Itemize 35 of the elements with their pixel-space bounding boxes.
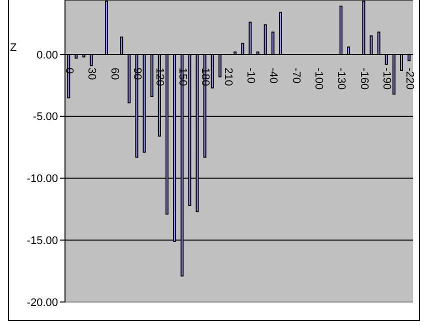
bar: [241, 42, 244, 55]
bar: [210, 54, 214, 88]
y-tick-label: -5.00: [32, 111, 58, 124]
bar: [339, 6, 342, 55]
bar: [128, 54, 131, 104]
x-tick-label: -40: [267, 68, 280, 84]
y-axis-title: Z: [10, 42, 17, 54]
bar: [90, 54, 93, 66]
bar: [150, 54, 154, 98]
x-tick-label: -10: [244, 68, 256, 84]
bar: [384, 54, 388, 65]
y-tick-label: -20.00: [26, 296, 58, 309]
x-tick-label: -190: [380, 68, 393, 90]
y-tick-label: -15.00: [26, 235, 58, 248]
bar: [271, 32, 274, 55]
x-tick-label: 30: [86, 68, 98, 80]
y-tick-label: -10.00: [26, 173, 58, 186]
bar: [370, 35, 373, 55]
bar: [392, 54, 396, 95]
x-tick-label: -70: [290, 68, 302, 84]
bar: [120, 36, 124, 55]
x-tick-label: -100: [312, 68, 325, 90]
bar: [347, 46, 350, 55]
y-tick-label: 0.00: [36, 49, 58, 62]
x-tick-label: 210: [222, 68, 234, 86]
bar: [377, 32, 380, 55]
x-tick-label: -160: [358, 68, 370, 90]
x-tick-label: -130: [335, 68, 348, 90]
bar: [218, 54, 222, 78]
bar: [400, 54, 404, 72]
x-tick-label: -220: [403, 68, 416, 90]
bar: [278, 12, 282, 55]
bar: [264, 24, 267, 55]
bar: [248, 22, 252, 55]
x-tick-label: 60: [108, 68, 120, 80]
